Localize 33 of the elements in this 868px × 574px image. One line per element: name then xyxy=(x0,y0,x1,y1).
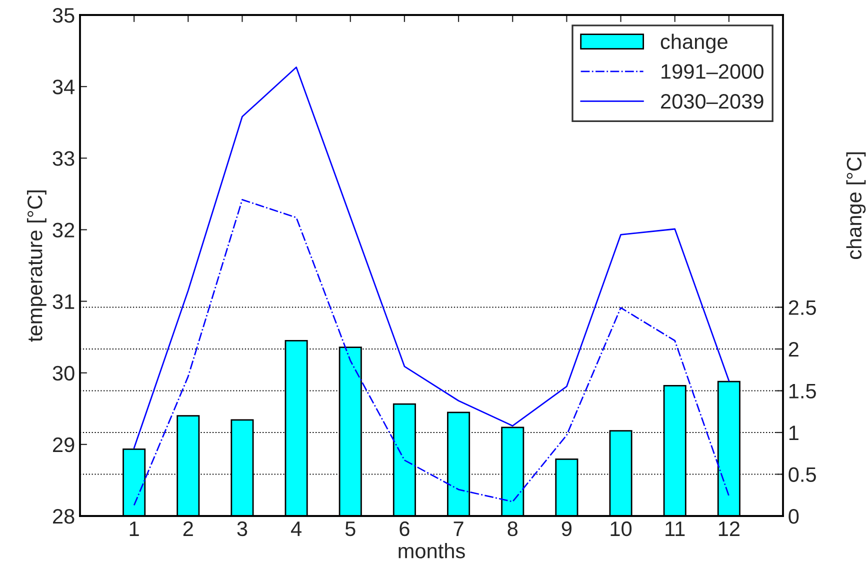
x-tick-label: 2 xyxy=(183,521,193,536)
y-tick-label: 28 xyxy=(53,509,74,524)
y-tick-label: 33 xyxy=(52,151,74,166)
x-tick-label: 4 xyxy=(290,522,302,536)
y-axis-title: temperature [°C] xyxy=(26,190,46,342)
y2-tick-label: 0.5 xyxy=(788,467,816,482)
y-tick-label: 32 xyxy=(52,222,74,238)
y2-tick-label: 1.5 xyxy=(789,384,816,399)
x-tick-label: 6 xyxy=(400,521,410,536)
x-axis-title: months xyxy=(398,543,465,558)
x-tick-label: 12 xyxy=(718,521,740,536)
y-tick-label: 29 xyxy=(53,437,74,452)
x-tick-label: 1 xyxy=(130,522,139,536)
line-series xyxy=(133,198,730,506)
y-tick-label: 31 xyxy=(52,294,74,310)
x-tick-label: 7 xyxy=(454,522,464,536)
x-tick-label: 5 xyxy=(345,522,356,536)
x-tick-label: 8 xyxy=(508,521,518,536)
y2-tick-label: 2.5 xyxy=(788,300,816,316)
y2-axis-title: change [°C] xyxy=(846,152,866,260)
x-tick-label: 9 xyxy=(562,521,572,536)
legend-label: change xyxy=(660,34,728,54)
legend-label: 1991–2000 xyxy=(662,64,764,79)
y-tick-label: 30 xyxy=(52,366,74,381)
y-tick-label: 34 xyxy=(52,80,75,94)
y-tick-label: 35 xyxy=(52,8,74,23)
y2-tick-label: 0 xyxy=(788,509,799,524)
y2-tick-label: 1 xyxy=(789,426,798,440)
x-tick-label: 3 xyxy=(237,521,248,536)
legend-label: 2030–2039 xyxy=(661,94,764,109)
x-tick-label: 10 xyxy=(610,521,632,536)
y2-tick-label: 2 xyxy=(788,342,798,357)
x-tick-label: 11 xyxy=(666,522,685,536)
